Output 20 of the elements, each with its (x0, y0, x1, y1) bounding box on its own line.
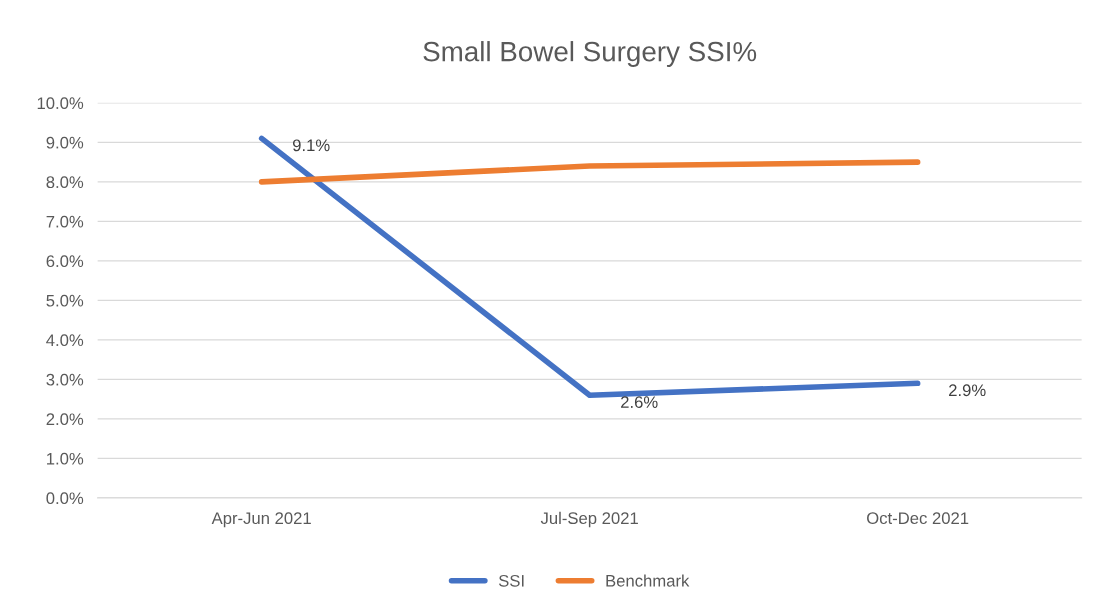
legend-label: SSI (498, 574, 524, 587)
legend-label: Benchmark (606, 574, 690, 587)
x-tick-label: Oct-Dec 2021 (867, 512, 969, 525)
x-tick-label: Jul-Sep 2021 (540, 511, 638, 528)
y-tick-label: 1.0% (47, 452, 84, 465)
data-label: 2.6% (621, 396, 658, 409)
x-tick-label: Apr-Jun 2021 (211, 512, 311, 528)
y-tick-label: 2.0% (46, 413, 84, 426)
data-label: 2.9% (949, 384, 986, 397)
y-tick-label: 6.0% (46, 255, 84, 268)
y-tick-label: 5.0% (46, 294, 84, 307)
y-tick-label: 10.0% (37, 97, 84, 110)
data-label: 9.1% (292, 139, 330, 152)
y-tick-label: 3.0% (46, 373, 84, 386)
y-tick-label: 4.0% (46, 334, 84, 347)
y-tick-label: 0.0% (46, 492, 84, 505)
y-tick-label: 8.0% (46, 176, 84, 189)
y-tick-label: 9.0% (46, 136, 84, 149)
y-tick-label: 7.0% (46, 215, 84, 228)
chart-title: Small Bowel Surgery SSI% (423, 41, 757, 67)
